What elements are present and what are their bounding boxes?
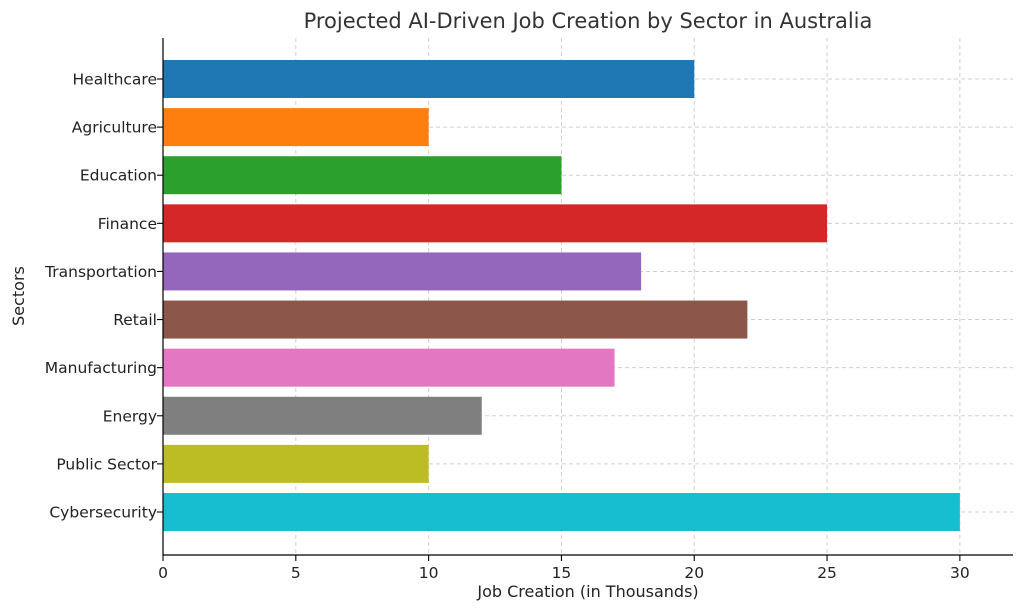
bar-manufacturing (163, 348, 615, 387)
y-tick-label: Cybersecurity (49, 504, 157, 522)
bars (163, 60, 960, 531)
y-tick-label: Manufacturing (45, 359, 157, 377)
x-tick-label: 10 (419, 564, 439, 582)
y-tick-label: Healthcare (73, 71, 158, 89)
bar-cybersecurity (163, 493, 960, 531)
x-tick-label: 15 (552, 564, 572, 582)
y-tick-label: Retail (113, 311, 157, 329)
x-tick-label: 20 (684, 564, 704, 582)
bar-agriculture (163, 108, 429, 147)
y-axis-label: Sectors (9, 266, 28, 326)
bar-public-sector (163, 444, 429, 483)
x-tick-label: 0 (158, 564, 168, 582)
y-tick-label: Agriculture (72, 119, 157, 137)
bar-energy (163, 396, 482, 435)
bar-education (163, 156, 562, 195)
chart-title: Projected AI-Driven Job Creation by Sect… (304, 9, 873, 33)
y-tick-label: Transportation (44, 263, 157, 281)
x-tick-label: 25 (817, 564, 837, 582)
x-tick-label: 30 (950, 564, 970, 582)
bar-transportation (163, 252, 642, 291)
y-ticks: Healthcare Agriculture Education Finance Tra… (44, 71, 163, 522)
bar-healthcare (163, 60, 695, 98)
y-tick-label: Finance (98, 215, 157, 233)
bar-retail (163, 300, 748, 339)
x-tick-label: 5 (291, 564, 301, 582)
bar-finance (163, 204, 828, 243)
x-ticks: 0 5 10 15 20 25 30 (158, 555, 970, 582)
axes (162, 38, 1013, 556)
x-axis-label: Job Creation (in Thousands) (476, 582, 698, 601)
y-tick-label: Education (80, 167, 157, 185)
y-tick-label: Public Sector (56, 455, 157, 473)
y-tick-label: Energy (103, 407, 157, 425)
